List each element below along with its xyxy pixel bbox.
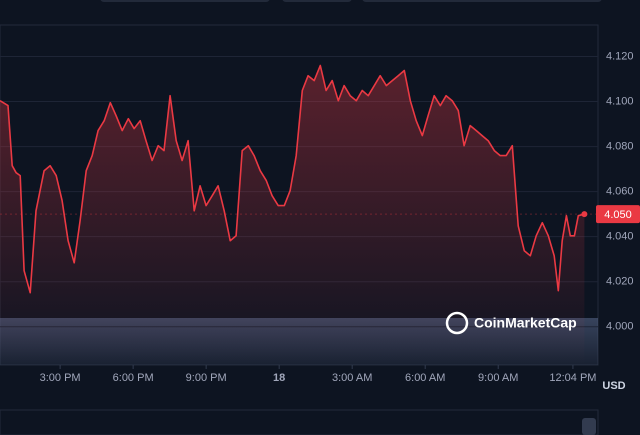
toolbar-pill[interactable] bbox=[282, 0, 352, 2]
x-tick-label: 9:00 AM bbox=[478, 372, 518, 384]
current-price-label: 4.050 bbox=[604, 209, 632, 221]
last-point bbox=[581, 211, 588, 218]
x-tick-label: 12:04 PM bbox=[549, 372, 596, 384]
x-tick-label: 18 bbox=[273, 372, 285, 384]
watermark: CoinMarketCap bbox=[445, 311, 577, 335]
y-tick-label: 4.020 bbox=[606, 276, 634, 288]
price-area bbox=[0, 65, 585, 365]
x-tick-label: 9:00 PM bbox=[186, 372, 227, 384]
plot bbox=[0, 64, 598, 365]
y-tick-label: 4.080 bbox=[606, 140, 634, 152]
x-tick-label: 3:00 AM bbox=[332, 372, 372, 384]
labels: 4.000 4.020 4.040 4.060 4.080 4.100 4.120 3:00 … bbox=[40, 50, 640, 384]
price-line bbox=[0, 64, 585, 294]
x-tick-label: 3:00 PM bbox=[40, 372, 81, 384]
y-tick-label: 4.040 bbox=[606, 231, 634, 243]
navigator[interactable] bbox=[0, 409, 599, 435]
current-price-tag bbox=[596, 205, 640, 224]
x-tick-label: 6:00 AM bbox=[405, 372, 445, 384]
y-tick-label: 4.100 bbox=[606, 95, 634, 107]
toolbar-pill[interactable] bbox=[100, 0, 270, 2]
watermark-logo bbox=[445, 311, 469, 335]
navigator-handle[interactable] bbox=[582, 418, 596, 435]
y-tick-label: 4.120 bbox=[606, 50, 634, 62]
y-tick-label: 4.060 bbox=[606, 186, 634, 198]
toolbar-pill[interactable] bbox=[362, 0, 602, 2]
watermark-text: CoinMarketCap bbox=[474, 315, 577, 331]
x-tick-label: 6:00 PM bbox=[113, 372, 154, 384]
y-tick-label: 4.000 bbox=[606, 321, 634, 333]
y-unit: USD bbox=[602, 380, 625, 392]
